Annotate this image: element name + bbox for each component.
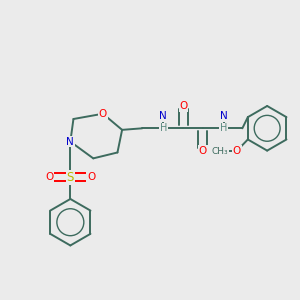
- Text: O: O: [45, 172, 53, 182]
- Text: N: N: [220, 111, 228, 121]
- Text: N: N: [67, 136, 74, 147]
- Text: H: H: [160, 123, 167, 133]
- Text: O: O: [87, 172, 95, 182]
- Text: H: H: [220, 123, 227, 133]
- Text: CH₃: CH₃: [212, 147, 228, 156]
- Text: O: O: [233, 146, 241, 156]
- Text: O: O: [179, 101, 188, 111]
- Text: O: O: [199, 146, 207, 156]
- Text: N: N: [160, 111, 167, 121]
- Text: S: S: [67, 171, 74, 184]
- Text: O: O: [99, 109, 107, 119]
